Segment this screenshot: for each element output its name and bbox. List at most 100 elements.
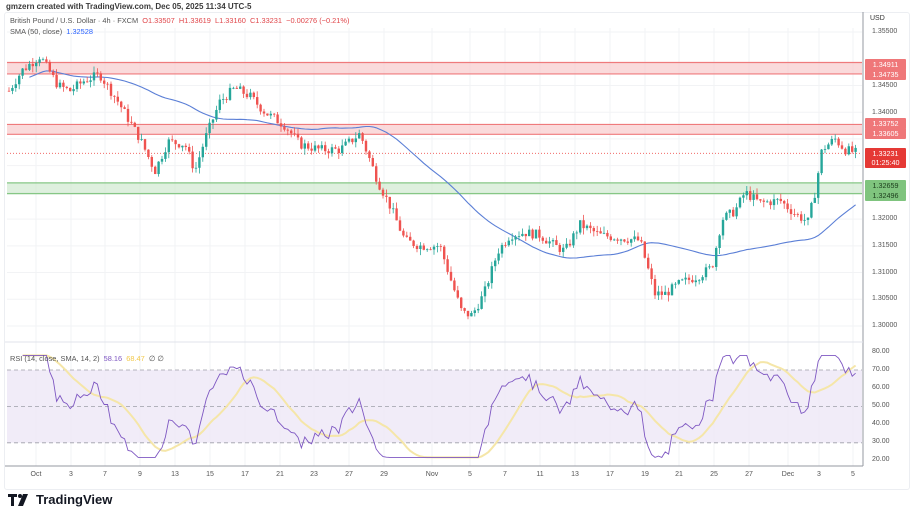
candle-body xyxy=(548,241,551,244)
candle-body xyxy=(392,208,395,210)
candle-body xyxy=(827,144,830,150)
symbol-label[interactable]: British Pound / U.S. Dollar · 4h · FXCM xyxy=(10,16,139,25)
candle-body xyxy=(592,228,595,232)
open-value: O1.33507 xyxy=(142,16,175,25)
candle-body xyxy=(847,146,850,155)
candle-body xyxy=(235,87,238,89)
candle-body xyxy=(194,167,198,169)
resistance-1-bottom-badge: 1.34735 xyxy=(865,69,906,80)
candle-body xyxy=(106,83,109,85)
candle-body xyxy=(262,111,266,114)
low-value: L1.33160 xyxy=(215,16,246,25)
candle-body xyxy=(341,145,344,154)
candle-body xyxy=(698,280,701,282)
candle-body xyxy=(534,229,538,239)
candle-body xyxy=(463,308,466,311)
candle-body xyxy=(436,246,439,248)
candle-body xyxy=(803,219,806,221)
candle-body xyxy=(633,236,636,240)
candle-body xyxy=(691,279,694,283)
brand-name: TradingView xyxy=(36,492,113,507)
candle-body xyxy=(684,277,687,280)
price-tick: 1.30500 xyxy=(872,295,898,302)
rsi-ma-value: 68.47 xyxy=(126,354,145,363)
candle-body xyxy=(613,239,616,241)
candle-body xyxy=(198,157,201,168)
candle-body xyxy=(41,59,45,61)
tradingview-logo[interactable]: TradingView xyxy=(8,492,112,507)
change-value: −0.00276 (−0.21%) xyxy=(286,16,350,25)
candle-body xyxy=(103,80,106,84)
candle-body xyxy=(239,86,242,89)
candle-body xyxy=(568,243,572,246)
candle-body xyxy=(283,126,286,130)
candle-body xyxy=(528,229,531,237)
candle-body xyxy=(347,138,351,142)
candle-body xyxy=(174,140,177,145)
rsi-label[interactable]: RSI (14, close, SMA, 14, 2) xyxy=(10,354,100,363)
time-tick: 3 xyxy=(817,471,821,478)
candle-body xyxy=(500,244,504,254)
candle-body xyxy=(266,113,269,116)
candle-body xyxy=(786,203,789,210)
rsi-tick: 70.00 xyxy=(872,366,890,373)
candle-body xyxy=(184,145,187,147)
time-tick: 5 xyxy=(468,471,472,478)
candle-body xyxy=(575,232,578,234)
candle-body xyxy=(28,63,31,70)
candle-body xyxy=(337,148,340,154)
candle-body xyxy=(480,296,483,309)
candle-body xyxy=(405,235,408,237)
currency-label[interactable]: USD xyxy=(870,15,885,22)
candle-body xyxy=(439,246,442,248)
candle-body xyxy=(742,195,745,198)
last-price: 1.33231 xyxy=(872,149,899,158)
sma-label[interactable]: SMA (50, close) xyxy=(10,27,63,36)
candle-body xyxy=(75,81,79,90)
candle-body xyxy=(711,266,714,268)
candle-body xyxy=(834,138,837,140)
candle-body xyxy=(140,139,143,140)
candle-body xyxy=(708,266,711,268)
candle-body xyxy=(514,236,517,240)
candle-body xyxy=(86,81,89,83)
candle-body xyxy=(327,151,330,154)
resistance-1-top-badge: 1.34911 xyxy=(865,59,906,70)
time-tick: Oct xyxy=(30,471,42,478)
candle-body xyxy=(205,133,208,147)
candle-body xyxy=(303,143,306,149)
candle-body xyxy=(361,133,364,141)
candle-body xyxy=(14,84,17,88)
candle-body xyxy=(806,217,810,220)
candle-body xyxy=(456,290,459,298)
candle-body xyxy=(783,201,786,204)
candle-body xyxy=(52,71,55,76)
candle-body xyxy=(837,138,840,146)
candle-body xyxy=(701,277,704,281)
candle-body xyxy=(558,244,561,252)
chart-frame xyxy=(4,12,910,490)
candle-body xyxy=(511,239,514,241)
candle-body xyxy=(409,236,412,241)
candle-body xyxy=(21,68,24,76)
candle-body xyxy=(664,291,667,295)
candle-body xyxy=(378,181,381,190)
candle-body xyxy=(296,133,300,138)
candle-body xyxy=(517,236,521,237)
candle-body xyxy=(735,207,738,217)
candle-body xyxy=(120,101,123,108)
candle-body xyxy=(524,233,527,237)
time-tick: 17 xyxy=(606,471,614,478)
candle-body xyxy=(704,267,708,278)
candle-body xyxy=(7,90,11,92)
rsi-tick: 60.00 xyxy=(872,384,890,391)
candle-body xyxy=(422,245,425,250)
candle-body xyxy=(820,149,823,174)
candle-body xyxy=(800,214,803,221)
candle-body xyxy=(364,140,368,152)
price-tick: 1.34500 xyxy=(872,82,898,89)
candle-body xyxy=(650,268,653,280)
candle-body xyxy=(681,279,684,281)
time-tick: Nov xyxy=(425,471,439,478)
